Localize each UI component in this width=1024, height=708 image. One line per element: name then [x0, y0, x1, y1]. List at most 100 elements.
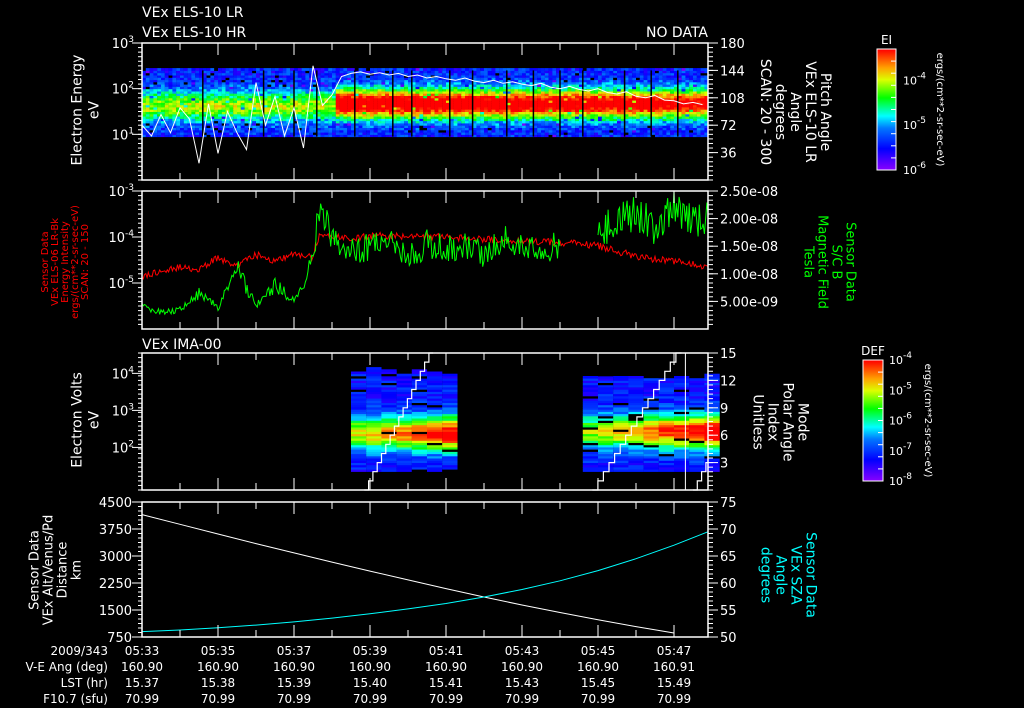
- els-cell: [430, 93, 435, 96]
- els-cell: [590, 97, 595, 101]
- els-cell: [575, 79, 580, 83]
- els-cell: [658, 113, 663, 117]
- els-cell: [571, 68, 576, 71]
- els-cell: [320, 72, 325, 76]
- els-cell: [681, 95, 686, 99]
- els-cell: [620, 111, 625, 115]
- els-cell: [465, 70, 469, 74]
- els-cell: [579, 68, 583, 71]
- els-cell: [180, 125, 184, 128]
- els-cell: [373, 93, 378, 96]
- els-cell: [700, 111, 705, 115]
- ima-cell: [598, 420, 614, 423]
- ima-cell: [582, 451, 599, 455]
- els-cell: [544, 68, 549, 71]
- els-cell: [256, 84, 260, 87]
- els-cell: [438, 84, 443, 87]
- els-cell: [145, 79, 150, 83]
- els-cell: [343, 122, 348, 126]
- els-cell: [229, 100, 234, 103]
- els-cell: [225, 93, 230, 96]
- els-cell: [537, 100, 542, 103]
- els-cell: [358, 127, 363, 131]
- els-cell: [240, 116, 245, 119]
- ima-cell: [427, 407, 443, 410]
- els-cell: [347, 93, 352, 96]
- els-cell: [541, 125, 545, 128]
- els-cell: [149, 75, 154, 78]
- els-cell: [529, 132, 534, 135]
- els-cell: [187, 125, 192, 128]
- els-cell: [157, 129, 162, 133]
- els-cell: [506, 81, 511, 85]
- els-cell: [586, 113, 591, 117]
- els-cell: [176, 90, 181, 94]
- els-cell: [392, 113, 397, 117]
- els-cell: [149, 77, 154, 81]
- ima-cell: [411, 404, 428, 408]
- els-cell: [423, 95, 428, 99]
- ima-cell: [582, 415, 599, 419]
- ima-cell: [351, 387, 367, 390]
- els-cell: [658, 116, 663, 119]
- els-cell: [590, 72, 595, 76]
- els-cell: [313, 111, 317, 115]
- els-cell: [423, 125, 428, 128]
- els-cell: [503, 111, 507, 115]
- els-cell: [628, 75, 633, 78]
- els-cell: [218, 122, 222, 126]
- ima-cell: [366, 371, 382, 375]
- els-cell: [381, 122, 386, 126]
- ima-cell: [442, 464, 458, 468]
- els-cell: [316, 132, 321, 135]
- els-cell: [639, 120, 644, 124]
- els-cell: [423, 109, 428, 112]
- els-cell: [214, 72, 219, 76]
- els-cell: [305, 68, 310, 71]
- els-cell: [601, 120, 606, 124]
- els-cell: [237, 97, 241, 101]
- els-cell: [533, 109, 538, 112]
- els-cell: [404, 134, 409, 138]
- els-cell: [294, 118, 298, 122]
- els-cell: [430, 77, 435, 81]
- els-cell: [582, 122, 587, 126]
- els-cell: [153, 113, 158, 117]
- ima-cell: [427, 431, 443, 435]
- els-cell: [552, 70, 557, 74]
- els-cell: [636, 122, 640, 126]
- els-cell: [624, 88, 629, 92]
- els-cell: [392, 97, 397, 101]
- els-cell: [472, 111, 477, 115]
- ima-cell: [643, 433, 659, 437]
- els-cell: [491, 102, 496, 106]
- els-cell: [465, 90, 469, 94]
- els-cell: [434, 70, 439, 74]
- els-cell: [427, 72, 431, 76]
- els-cell: [400, 132, 405, 135]
- els-cell: [510, 72, 515, 76]
- els-cell: [685, 77, 690, 81]
- els-cell: [560, 129, 564, 133]
- els-cell: [161, 106, 165, 110]
- els-cell: [465, 113, 469, 117]
- els-cell: [275, 70, 279, 74]
- ima-cell: [598, 469, 614, 472]
- els-cell: [164, 93, 169, 96]
- els-cell: [145, 125, 150, 128]
- els-cell: [358, 125, 363, 128]
- els-cell: [176, 79, 181, 83]
- els-cell: [157, 81, 162, 85]
- els-cell: [347, 132, 352, 135]
- els-cell: [248, 127, 253, 131]
- els-cell: [408, 72, 412, 76]
- els-cell: [252, 70, 257, 74]
- els-cell: [149, 79, 154, 83]
- els-cell: [620, 134, 625, 138]
- els-cell: [240, 111, 245, 115]
- els-cell: [221, 93, 226, 96]
- els-cell: [221, 111, 226, 115]
- els-cell: [404, 120, 409, 124]
- els-cell: [632, 77, 637, 81]
- ima-cell: [582, 438, 599, 441]
